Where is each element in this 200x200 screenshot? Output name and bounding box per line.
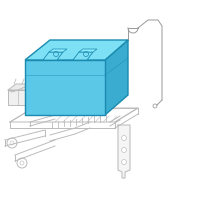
Polygon shape <box>43 52 63 60</box>
Polygon shape <box>8 84 36 90</box>
Circle shape <box>122 148 127 152</box>
Polygon shape <box>79 49 97 52</box>
Circle shape <box>122 136 127 140</box>
Polygon shape <box>28 84 36 105</box>
Polygon shape <box>73 52 93 60</box>
Polygon shape <box>118 125 130 178</box>
Circle shape <box>122 160 127 164</box>
Polygon shape <box>105 40 128 115</box>
Polygon shape <box>49 49 67 52</box>
Polygon shape <box>25 40 128 60</box>
Polygon shape <box>8 90 28 105</box>
Polygon shape <box>25 60 105 115</box>
